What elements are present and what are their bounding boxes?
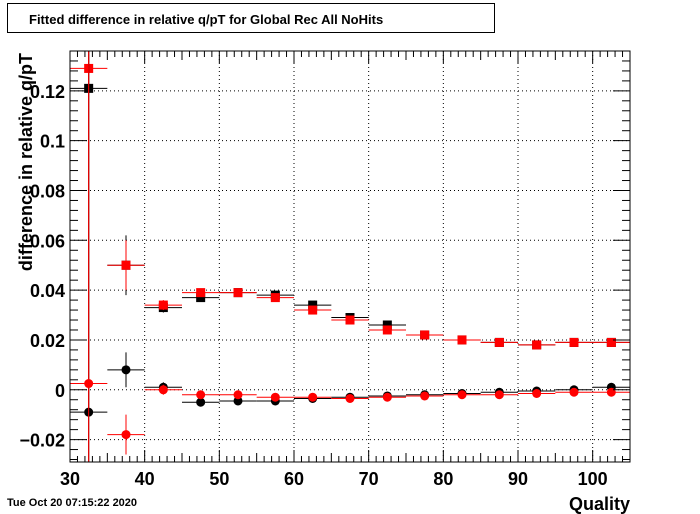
data-point-circle — [196, 397, 206, 407]
data-point-square — [196, 293, 206, 303]
data-point-square — [494, 337, 504, 347]
data-point-circle — [270, 392, 280, 402]
y-tick-label: 0.12 — [30, 82, 65, 102]
data-point-circle — [121, 365, 131, 375]
data-series — [70, 51, 630, 462]
y-tick-label: 0.06 — [30, 231, 65, 251]
x-tick-label: 70 — [359, 469, 379, 489]
data-point-square — [420, 330, 430, 340]
data-point-square — [569, 337, 579, 347]
data-point-circle — [420, 391, 430, 401]
y-tick-label: 0 — [55, 381, 65, 401]
x-tick-label: 50 — [209, 469, 229, 489]
grid — [70, 51, 630, 462]
data-point-circle — [84, 379, 94, 389]
y-tick-label: −0.02 — [19, 431, 65, 451]
data-point-circle — [308, 392, 318, 402]
data-point-square — [158, 300, 168, 310]
x-tick-label: 60 — [284, 469, 304, 489]
y-axis: −0.02 0 0.02 0.04 0.06 0.08 0.1 0.12 — [19, 50, 630, 461]
data-point-circle — [196, 390, 206, 400]
x-tick-label: 40 — [135, 469, 155, 489]
data-point-circle — [233, 390, 243, 400]
data-point-circle — [382, 392, 392, 402]
y-axis-label: difference in relative q/pT — [16, 53, 36, 271]
data-point-square — [308, 300, 318, 310]
plot-frame — [69, 50, 631, 463]
x-tick-label: 90 — [508, 469, 528, 489]
data-point-circle — [158, 385, 168, 395]
data-point-square — [270, 293, 280, 303]
data-point-circle — [494, 390, 504, 400]
data-point-square — [121, 260, 131, 270]
data-point-square — [606, 337, 616, 347]
x-tick-label: 30 — [60, 469, 80, 489]
timestamp: Tue Oct 20 07:15:22 2020 — [7, 497, 138, 509]
x-tick-label: 100 — [578, 469, 608, 489]
chart-title: Fitted difference in relative q/pT for G… — [29, 12, 384, 27]
data-point-circle — [606, 387, 616, 397]
x-axis: 30 40 50 60 70 80 90 100 — [60, 51, 631, 489]
x-axis-label: Quality — [569, 494, 630, 514]
data-point-square — [532, 340, 542, 350]
y-tick-label: 0.02 — [30, 331, 65, 351]
y-tick-label: 0.08 — [30, 181, 65, 201]
data-point-square — [196, 288, 206, 298]
y-tick-label: 0.1 — [40, 132, 65, 152]
data-point-circle — [345, 393, 355, 403]
y-tick-label: 0.04 — [30, 281, 65, 301]
data-point-square — [457, 335, 467, 345]
data-point-square — [308, 305, 318, 315]
data-point-circle — [569, 387, 579, 397]
data-point-circle — [121, 430, 131, 440]
data-point-square — [345, 315, 355, 325]
data-point-circle — [233, 396, 243, 406]
x-tick-label: 80 — [433, 469, 453, 489]
data-point-circle — [457, 390, 467, 400]
data-point-square — [233, 288, 243, 298]
data-point-square — [382, 320, 392, 330]
data-point-square — [382, 325, 392, 335]
data-point-circle — [532, 389, 542, 398]
title-box: Fitted difference in relative q/pT for G… — [7, 3, 495, 33]
